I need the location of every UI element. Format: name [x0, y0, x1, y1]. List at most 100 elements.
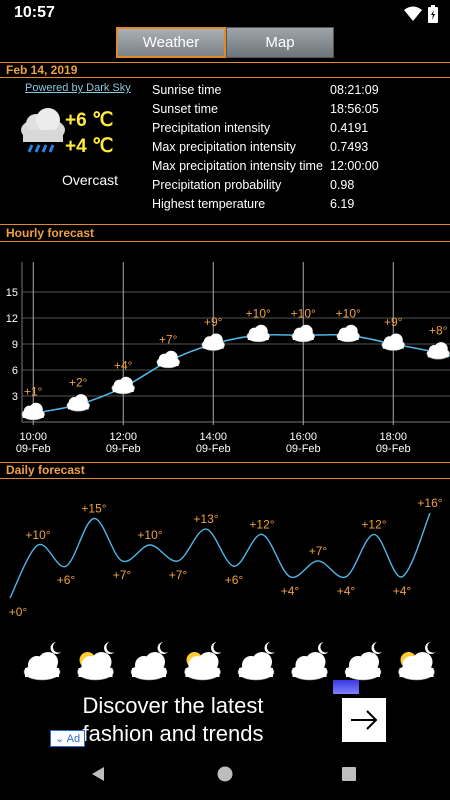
ad-badge-label: Ad: [66, 733, 81, 745]
temp-label: +15°: [81, 502, 106, 516]
date-header: Feb 14, 2019: [6, 63, 78, 77]
temp-label: +2°: [69, 376, 88, 390]
detail-row: Precipitation probability 0.98: [152, 177, 450, 193]
details-list[interactable]: Sunrise time 08:21:09 Sunset time 18:56:05…: [152, 82, 450, 222]
x-tick-date: 09-Feb: [286, 443, 321, 455]
cloud-icon: [156, 350, 180, 369]
temp-label: +12°: [249, 517, 274, 531]
detail-label: Max precipitation intensity: [152, 140, 296, 154]
detail-value: 0.4191: [330, 121, 369, 135]
moon-cloud-icon: [130, 642, 168, 681]
cloud-icon: [381, 333, 405, 351]
temp-label: +10°: [246, 306, 271, 320]
temp-label: +12°: [361, 517, 386, 531]
cloud-icon: [336, 324, 360, 343]
tab-map[interactable]: Map: [226, 27, 334, 58]
daily-chart[interactable]: +0° +10° +6° +15° +7° +10° +7° +13° +6° +12° +4° +7…: [0, 480, 450, 690]
current-temps: +6 ℃ +4 ℃: [65, 108, 113, 160]
hourly-title: Hourly forecast: [6, 226, 95, 240]
navigation-bar: [0, 750, 450, 800]
divider: [0, 224, 450, 225]
detail-row: Highest temperature 6.19: [152, 196, 450, 212]
cloud-rain-icon: [21, 108, 65, 153]
detail-row: Sunrise time 08:21:09: [152, 82, 450, 98]
divider: [0, 241, 450, 242]
moon-cloud-icon: [237, 642, 275, 681]
cloud-icon: [426, 342, 450, 360]
y-tick-label: 6: [12, 365, 18, 377]
x-tick-date: 09-Feb: [16, 443, 51, 455]
divider: [0, 462, 450, 463]
ad-badge[interactable]: ⌄ Ad: [50, 730, 86, 747]
status-time: 10:57: [14, 4, 55, 21]
x-tick-time: 10:00: [19, 431, 47, 443]
ad-arrow-button[interactable]: [342, 698, 386, 742]
x-tick-date: 09-Feb: [376, 443, 411, 455]
detail-value: 0.98: [330, 178, 355, 192]
hourly-chart[interactable]: 369121510:0009-Feb12:0009-Feb14:0009-Feb…: [0, 244, 450, 458]
temp-label: +6°: [57, 573, 76, 587]
moon-cloud-icon: [23, 642, 61, 681]
temp-label: +9°: [384, 315, 403, 329]
cloud-icon: [111, 376, 135, 395]
home-icon[interactable]: [217, 766, 233, 782]
detail-value: 12:00:00: [330, 159, 379, 173]
recents-icon[interactable]: [342, 767, 356, 781]
cloud-icon: [66, 394, 90, 412]
y-tick-label: 12: [6, 313, 18, 325]
detail-value: 18:56:05: [330, 102, 379, 116]
sun-cloud-moon-icon: [77, 642, 115, 681]
daily-title: Daily forecast: [6, 463, 85, 477]
divider: [0, 478, 450, 479]
status-bar: 10:57: [0, 0, 450, 28]
moon-cloud-rain-icon: [344, 642, 382, 681]
divider: [0, 62, 450, 63]
powered-by-link[interactable]: Powered by Dark Sky: [25, 82, 131, 94]
temp-low: +4 ℃: [65, 136, 114, 157]
detail-label: Highest temperature: [152, 197, 266, 211]
temp-label: +1°: [24, 384, 43, 398]
cloud-icon: [246, 324, 270, 343]
temp-label: +16°: [417, 496, 442, 510]
temperature-line: [9, 512, 431, 599]
temp-label: +4°: [114, 358, 133, 372]
ad-banner[interactable]: Discover the latest fashion and trends ⌄…: [0, 680, 450, 750]
x-tick-time: 12:00: [109, 431, 137, 443]
ad-text-line: Discover the latest: [82, 693, 264, 718]
divider: [0, 77, 450, 78]
temp-label: +4°: [281, 584, 300, 598]
tab-bar: Weather Map: [116, 27, 334, 58]
temp-label: +4°: [337, 584, 356, 598]
back-icon[interactable]: [90, 766, 106, 782]
x-tick-time: 14:00: [199, 431, 227, 443]
y-tick-label: 9: [12, 339, 18, 351]
ad-text: Discover the latest fashion and trends: [58, 692, 288, 748]
x-tick-time: 16:00: [289, 431, 317, 443]
detail-row: Max precipitation intensity 0.7493: [152, 139, 450, 155]
tab-weather[interactable]: Weather: [116, 27, 226, 58]
detail-row: Precipitation intensity 0.4191: [152, 120, 450, 136]
temp-label: +10°: [291, 306, 316, 320]
temp-label: +0°: [9, 605, 28, 619]
temp-label: +10°: [137, 528, 162, 542]
temp-label: +4°: [393, 584, 412, 598]
temp-label: +7°: [309, 544, 328, 558]
wifi-icon: [404, 6, 422, 21]
x-tick-time: 18:00: [379, 431, 407, 443]
battery-charging-icon: [428, 5, 438, 23]
detail-label: Precipitation probability: [152, 178, 282, 192]
cloud-icon: [201, 333, 225, 351]
temp-label: +7°: [159, 332, 178, 346]
temp-label: +6°: [225, 573, 244, 587]
detail-value: 6.19: [330, 197, 355, 211]
detail-label: Sunrise time: [152, 83, 222, 97]
cloud-icon: [21, 402, 45, 421]
detail-label: Max precipitation intensity time: [152, 159, 323, 173]
chevron-down-icon: ⌄: [55, 733, 65, 745]
sun-cloud-moon-icon: [398, 642, 436, 681]
sun-cloud-moon-icon: [184, 642, 222, 681]
arrow-right-icon: [351, 710, 378, 730]
y-tick-label: 3: [12, 391, 18, 403]
temp-label: +10°: [25, 528, 50, 542]
temp-label: +9°: [204, 315, 223, 329]
